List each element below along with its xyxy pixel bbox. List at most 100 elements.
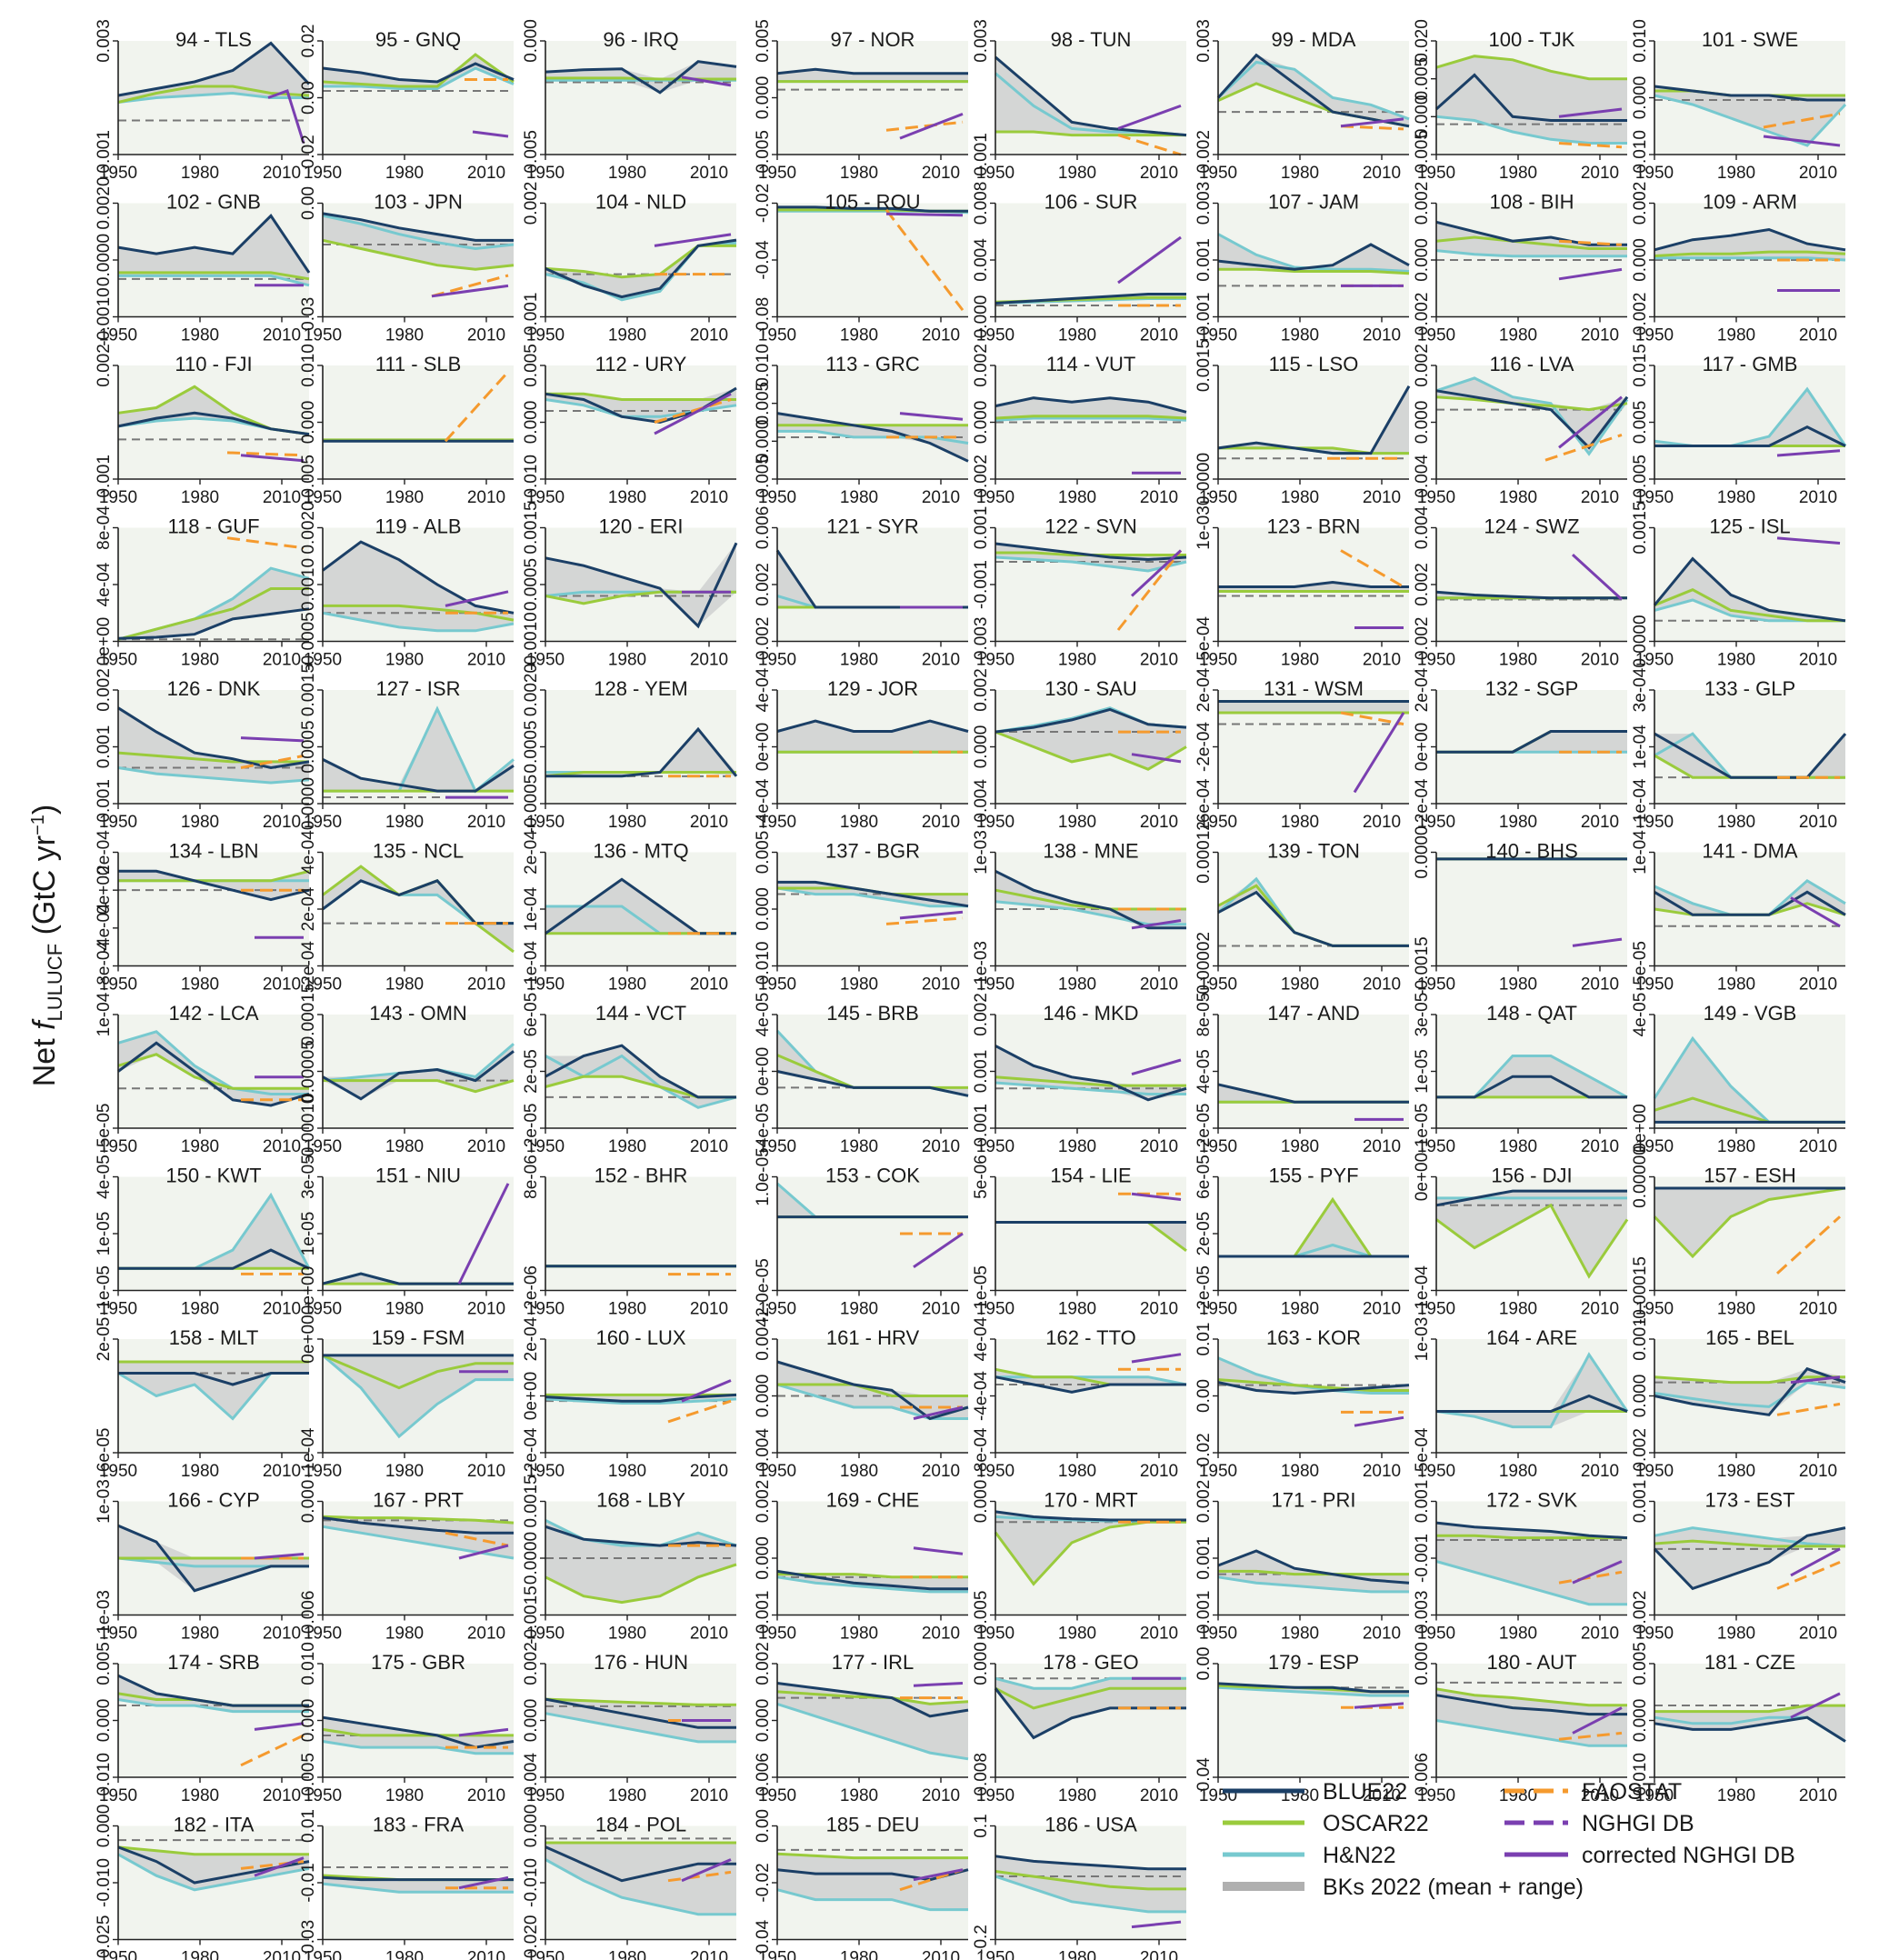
y-tick-label: 2e-04 bbox=[1413, 667, 1432, 712]
blue22-line bbox=[117, 214, 311, 274]
y-tick-label: 1e-04 bbox=[95, 992, 114, 1036]
oscar22-line bbox=[322, 1727, 514, 1737]
panel-background bbox=[777, 203, 968, 317]
panel-title: 130 - SAU bbox=[1044, 677, 1137, 700]
panel-121-syr: 121 - SYR 1950 1980 2010 -0.002 0.002 0.006 bbox=[754, 506, 968, 670]
blue22-line bbox=[1217, 890, 1409, 947]
panel-title: 95 - GNQ bbox=[375, 28, 461, 51]
faostat-line bbox=[240, 754, 305, 769]
panel-176-hun: 176 - HUN 1950 1980 2010 -0.004 0.000 0.002 bbox=[522, 1642, 736, 1805]
y-tick-label: 3e-05 bbox=[1413, 993, 1432, 1037]
y-tick-label: -0.002 bbox=[1631, 1428, 1650, 1477]
y-tick-label: 6e-05 bbox=[522, 993, 541, 1037]
x-tick-label: 2010 bbox=[1581, 975, 1619, 995]
bks-range-band bbox=[995, 397, 1186, 421]
legend-label: OSCAR22 bbox=[1323, 1811, 1429, 1836]
x-tick-label: 2010 bbox=[1363, 813, 1401, 832]
panel-title: 148 - QAT bbox=[1486, 1002, 1577, 1025]
x-tick-label: 1950 bbox=[99, 975, 137, 995]
panel-background bbox=[1218, 852, 1409, 966]
panel-140-bhs: 140 - BHS 1950 1980 2010 -0.0015 0.0000 bbox=[1413, 825, 1627, 995]
blue22-line bbox=[1218, 580, 1409, 588]
y-tick-label: -2e-05 bbox=[1194, 1104, 1214, 1154]
x-tick-label: 1980 bbox=[1717, 975, 1755, 995]
y-tick-label: 0.010 bbox=[299, 1642, 318, 1685]
corrected-nghgi-line bbox=[458, 1544, 509, 1560]
hn22-line bbox=[322, 1740, 514, 1755]
y-tick-label: -0.001 bbox=[95, 455, 114, 504]
x-tick-label: 2010 bbox=[467, 1300, 505, 1319]
y-tick-label: -0.002 bbox=[1194, 130, 1214, 179]
panel-title: 157 - ESH bbox=[1704, 1165, 1796, 1187]
y-tick-label: -0.03 bbox=[299, 297, 318, 336]
panel-background bbox=[118, 1015, 309, 1128]
x-tick-label: 2010 bbox=[922, 651, 960, 670]
corrected-nghgi-line bbox=[1131, 1058, 1182, 1076]
corrected-nghgi-line bbox=[1572, 1560, 1623, 1585]
panel-title: 132 - SGP bbox=[1485, 677, 1579, 700]
panel-169-che: 169 - CHE 1950 1980 2010 -0.001 0.000 0.002 bbox=[754, 1480, 968, 1644]
blue22-line bbox=[1654, 425, 1846, 447]
y-tick-label: -2e-04 bbox=[1194, 722, 1214, 772]
y-tick-label: -0.02 bbox=[754, 184, 773, 223]
bks-range-band bbox=[545, 1843, 736, 1915]
y-tick-label: -0.005 bbox=[1631, 455, 1650, 504]
faostat-line bbox=[1340, 549, 1404, 588]
oscar22-line bbox=[1654, 588, 1845, 623]
panel-title: 141 - DMA bbox=[1702, 840, 1797, 863]
y-tick-label: 0.000 bbox=[754, 887, 773, 931]
blue22-line bbox=[1435, 73, 1627, 122]
x-tick-label: 1980 bbox=[1499, 1300, 1537, 1319]
y-tick-label: -1e-04 bbox=[1413, 1265, 1432, 1315]
corrected-nghgi-line bbox=[457, 1183, 510, 1285]
blue22-line bbox=[117, 41, 311, 97]
panel-background bbox=[545, 41, 736, 155]
panel-title: 112 - URY bbox=[595, 353, 687, 375]
panel-background bbox=[323, 852, 514, 966]
y-tick-label: -0.020 bbox=[522, 1915, 541, 1960]
blue22-line bbox=[1654, 732, 1847, 779]
blue22-line bbox=[545, 542, 738, 629]
panel-126-dnk: 126 - DNK 1950 1980 2010 -0.001 0.001 0.002 bbox=[95, 668, 310, 832]
corrected-nghgi-line bbox=[913, 1405, 964, 1420]
x-tick-label: 1980 bbox=[1717, 1786, 1755, 1805]
blue22-line bbox=[776, 1070, 969, 1097]
panel-title: 173 - EST bbox=[1704, 1489, 1794, 1512]
legend: BLUE22 OSCAR22 H&N22 BKs 2022 (mean + range… bbox=[1223, 1779, 1795, 1900]
y-tick-label: 4e-05 bbox=[754, 993, 773, 1037]
faostat-line bbox=[885, 120, 964, 132]
x-tick-label: 1980 bbox=[840, 1462, 878, 1481]
blue22-line bbox=[545, 726, 738, 778]
y-tick-label: 1e-03 bbox=[1194, 505, 1214, 550]
y-tick-label: 0.00015 bbox=[299, 984, 318, 1046]
corrected-nghgi-line bbox=[1790, 896, 1841, 928]
y-tick-label: 0.01 bbox=[299, 1809, 318, 1843]
y-tick-label: -0.006 bbox=[754, 1753, 773, 1802]
x-tick-label: 2010 bbox=[1799, 1137, 1837, 1156]
blue22-line bbox=[322, 212, 514, 242]
blue22-line bbox=[117, 411, 310, 436]
x-tick-label: 1950 bbox=[758, 1137, 796, 1156]
x-tick-label: 1950 bbox=[1635, 1625, 1674, 1644]
hn22-line bbox=[1216, 60, 1410, 121]
y-tick-label: 1e-04 bbox=[1631, 725, 1650, 769]
x-tick-label: 1950 bbox=[1417, 1462, 1455, 1481]
y-tick-label: 0.002 bbox=[1194, 1480, 1214, 1524]
x-tick-label: 1980 bbox=[1499, 651, 1537, 670]
y-tick-label: 2e-05 bbox=[95, 1317, 114, 1362]
y-tick-label: 0e+00 bbox=[299, 1315, 318, 1363]
bks-range-band bbox=[1654, 1188, 1845, 1256]
corrected-nghgi-line bbox=[431, 284, 509, 298]
y-tick-label: 2e-04 bbox=[522, 1316, 541, 1361]
y-tick-label: -0.005 bbox=[299, 1753, 318, 1802]
hn22-line bbox=[776, 1888, 968, 1912]
oscar22-line bbox=[994, 730, 1187, 771]
panel-158-mlt: 158 - MLT 1950 1980 2010 -6e-05 2e-05 bbox=[95, 1317, 309, 1481]
hn22-line bbox=[1435, 376, 1629, 456]
corrected-nghgi-line bbox=[458, 1727, 509, 1737]
y-tick-label: 0.002 bbox=[95, 344, 114, 387]
panel-147-and: 147 - AND 1950 1980 2010 -2e-05 4e-05 8e-05 bbox=[1194, 993, 1409, 1156]
x-tick-label: 1950 bbox=[976, 1786, 1014, 1805]
panel-title: 185 - DEU bbox=[826, 1814, 920, 1836]
faostat-line bbox=[1763, 112, 1841, 129]
